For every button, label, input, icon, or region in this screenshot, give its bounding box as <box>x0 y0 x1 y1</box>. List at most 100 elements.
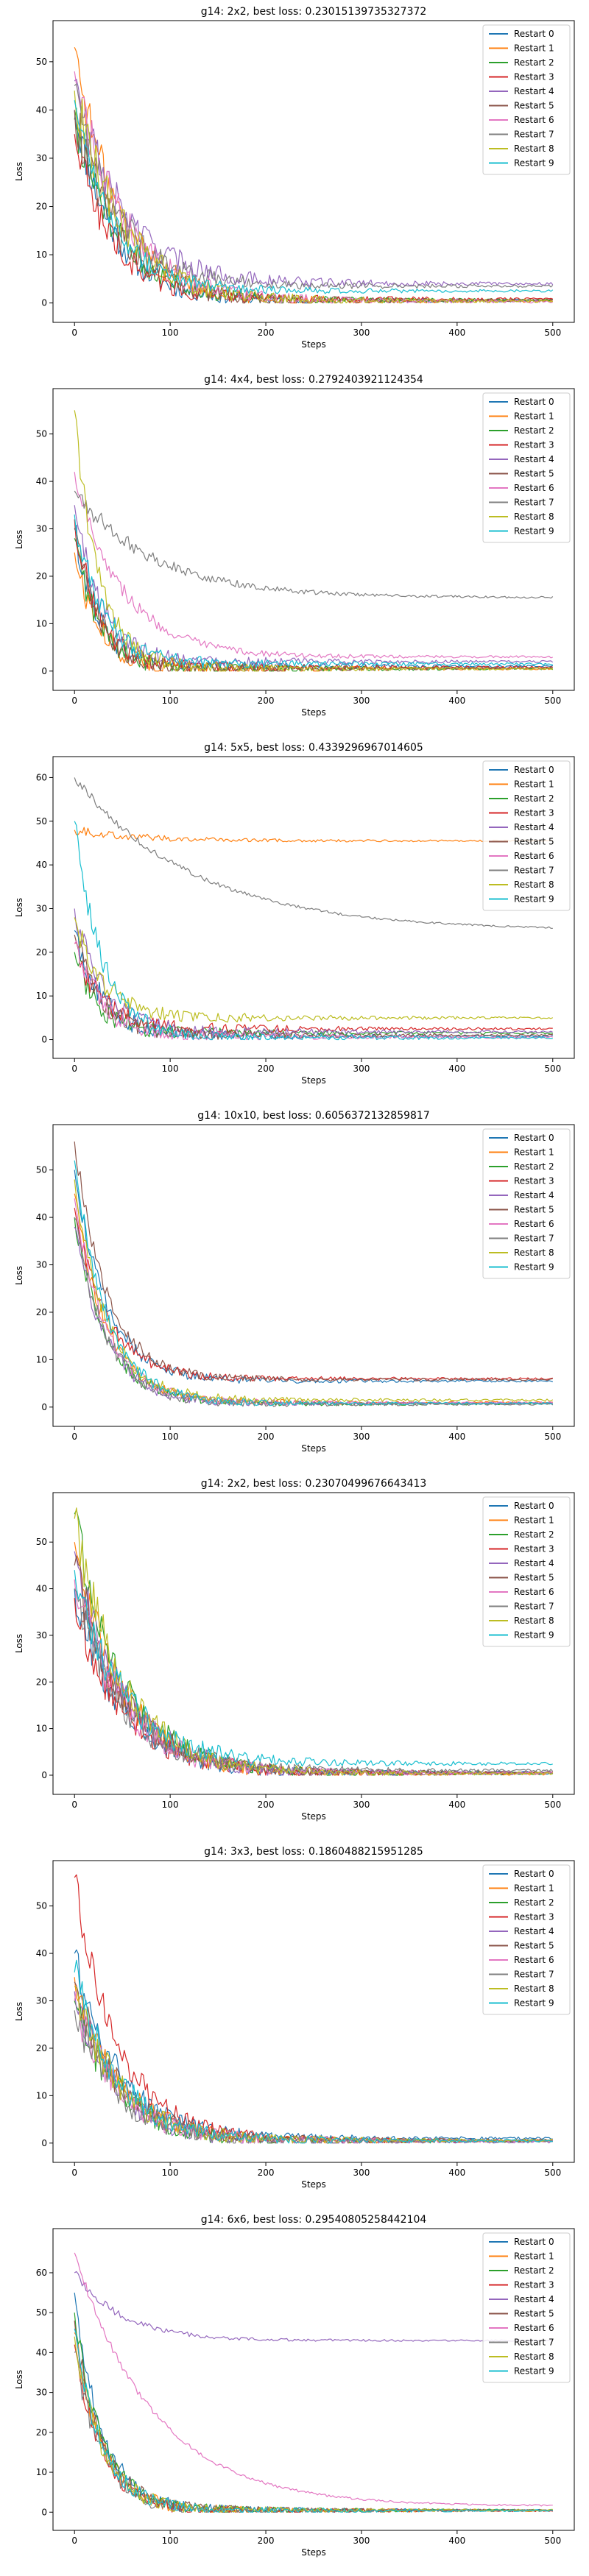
series-group <box>74 777 554 1041</box>
series-line-6 <box>74 1198 554 1406</box>
x-tick-label: 0 <box>71 1800 77 1810</box>
x-tick-label: 200 <box>258 328 275 338</box>
legend-entry-4: Restart 4 <box>514 822 554 832</box>
series-line-9 <box>74 1160 553 1406</box>
x-tick-label: 400 <box>448 1432 465 1442</box>
legend-entry-9: Restart 9 <box>514 2366 554 2377</box>
chart-title: g14: 3x3, best loss: 0.1860488215951285 <box>204 1846 423 1858</box>
legend-entry-6: Restart 6 <box>514 115 554 125</box>
y-tick-label: 20 <box>36 2043 47 2053</box>
legend-entry-1: Restart 1 <box>514 1883 554 1894</box>
x-tick-label: 400 <box>448 2168 465 2178</box>
y-tick-label: 50 <box>36 1537 47 1547</box>
legend-entry-5: Restart 5 <box>514 1573 554 1583</box>
x-tick-label: 500 <box>544 2168 561 2178</box>
series-group <box>74 410 554 672</box>
x-tick-label: 0 <box>71 2168 77 2178</box>
y-axis-label: Loss <box>14 530 24 549</box>
legend-entry-0: Restart 0 <box>514 29 554 39</box>
legend: Restart 0 Restart 1 Restart 2 Restart 3 Rest… <box>482 392 571 543</box>
legend-entry-3: Restart 3 <box>514 440 554 450</box>
legend-entry-1: Restart 1 <box>514 2251 554 2262</box>
x-tick-label: 200 <box>258 1064 275 1074</box>
y-axis-label: Loss <box>14 898 24 917</box>
legend-entry-4: Restart 4 <box>514 2294 554 2304</box>
chart-title: g14: 2x2, best loss: 0.23070499676643413 <box>201 1478 427 1490</box>
x-tick-label: 300 <box>353 1432 370 1442</box>
series-line-8 <box>74 1507 554 1776</box>
series-line-9 <box>74 100 554 294</box>
x-tick-label: 0 <box>71 1064 77 1074</box>
series-line-8 <box>74 91 553 304</box>
chart-title: g14: 4x4, best loss: 0.2792403921124354 <box>204 374 423 386</box>
y-axis-label: Loss <box>14 2002 24 2021</box>
y-tick-label: 10 <box>36 618 47 629</box>
plot-frame <box>52 1492 575 1795</box>
legend-entry-7: Restart 7 <box>514 2338 554 2348</box>
chart-panel-5: g14: 3x3, best loss: 0.1860488215951285 0… <box>14 1846 575 2190</box>
legend-entry-1: Restart 1 <box>514 411 554 422</box>
legend-entry-6: Restart 6 <box>514 483 554 493</box>
y-tick-label: 10 <box>36 991 47 1001</box>
legend-entry-8: Restart 8 <box>514 512 554 522</box>
y-tick-label: 20 <box>36 571 47 581</box>
series-line-9 <box>74 1959 554 2144</box>
legend-entry-4: Restart 4 <box>514 1190 554 1200</box>
series-line-3 <box>74 1598 554 1776</box>
y-tick-label: 50 <box>36 1165 47 1175</box>
chart-title: g14: 2x2, best loss: 0.23015139735327372 <box>201 6 427 18</box>
x-tick-label: 400 <box>448 696 465 706</box>
series-line-3 <box>74 941 553 1034</box>
series-line-7 <box>74 777 553 929</box>
series-line-2 <box>74 2000 553 2144</box>
series-line-5 <box>74 528 553 672</box>
legend-entry-0: Restart 0 <box>514 2237 554 2247</box>
legend-entry-5: Restart 5 <box>514 837 554 847</box>
y-tick-label: 10 <box>36 1354 47 1365</box>
legend-entry-0: Restart 0 <box>514 1133 554 1143</box>
x-tick-label: 300 <box>353 696 370 706</box>
series-line-7 <box>74 490 554 599</box>
y-tick-label: 10 <box>36 250 47 260</box>
x-tick-label: 200 <box>258 1800 275 1810</box>
y-tick-label: 30 <box>36 1996 47 2006</box>
series-group <box>74 1874 554 2144</box>
legend: Restart 0 Restart 1 Restart 2 Restart 3 Rest… <box>482 2232 571 2383</box>
legend-entry-8: Restart 8 <box>514 1248 554 1258</box>
series-line-7 <box>74 83 554 290</box>
y-tick-label: 0 <box>41 1035 47 1045</box>
x-axis-label: Steps <box>301 1443 326 1454</box>
y-tick-label: 40 <box>36 2347 47 2357</box>
legend-entry-4: Restart 4 <box>514 1558 554 1568</box>
legend-entry-5: Restart 5 <box>514 469 554 479</box>
x-tick-label: 500 <box>544 1800 561 1810</box>
legend-entry-2: Restart 2 <box>514 2265 554 2276</box>
x-tick-label: 300 <box>353 2536 370 2546</box>
series-line-9 <box>74 821 553 1041</box>
x-axis-label: Steps <box>301 2547 326 2558</box>
x-tick-label: 100 <box>162 2168 179 2178</box>
x-tick-label: 500 <box>544 696 561 706</box>
y-tick-label: 30 <box>36 903 47 913</box>
y-tick-label: 50 <box>36 1901 47 1911</box>
y-tick-label: 30 <box>36 1260 47 1270</box>
y-tick-label: 50 <box>36 2307 47 2318</box>
legend: Restart 0 Restart 1 Restart 2 Restart 3 Rest… <box>482 1496 571 1647</box>
y-tick-label: 40 <box>36 860 47 870</box>
legend-entry-0: Restart 0 <box>514 765 554 775</box>
chart-panel-3: g14: 10x10, best loss: 0.605637213285981… <box>14 1110 575 1454</box>
legend-entry-6: Restart 6 <box>514 1219 554 1229</box>
x-tick-label: 400 <box>448 328 465 338</box>
series-line-1 <box>74 827 553 843</box>
series-line-0 <box>74 2293 553 2513</box>
x-tick-label: 100 <box>162 1064 179 1074</box>
y-tick-label: 0 <box>41 666 47 676</box>
chart-panel-2: g14: 5x5, best loss: 0.4339296967014605 0… <box>14 742 575 1086</box>
y-tick-label: 10 <box>36 2090 47 2101</box>
legend-entry-7: Restart 7 <box>514 1234 554 1244</box>
y-tick-label: 0 <box>41 1402 47 1412</box>
chart-panel-6: g14: 6x6, best loss: 0.29540805258442104… <box>14 2214 575 2558</box>
legend-entry-3: Restart 3 <box>514 1544 554 1554</box>
y-axis-label: Loss <box>14 2370 24 2389</box>
x-tick-label: 500 <box>544 328 561 338</box>
